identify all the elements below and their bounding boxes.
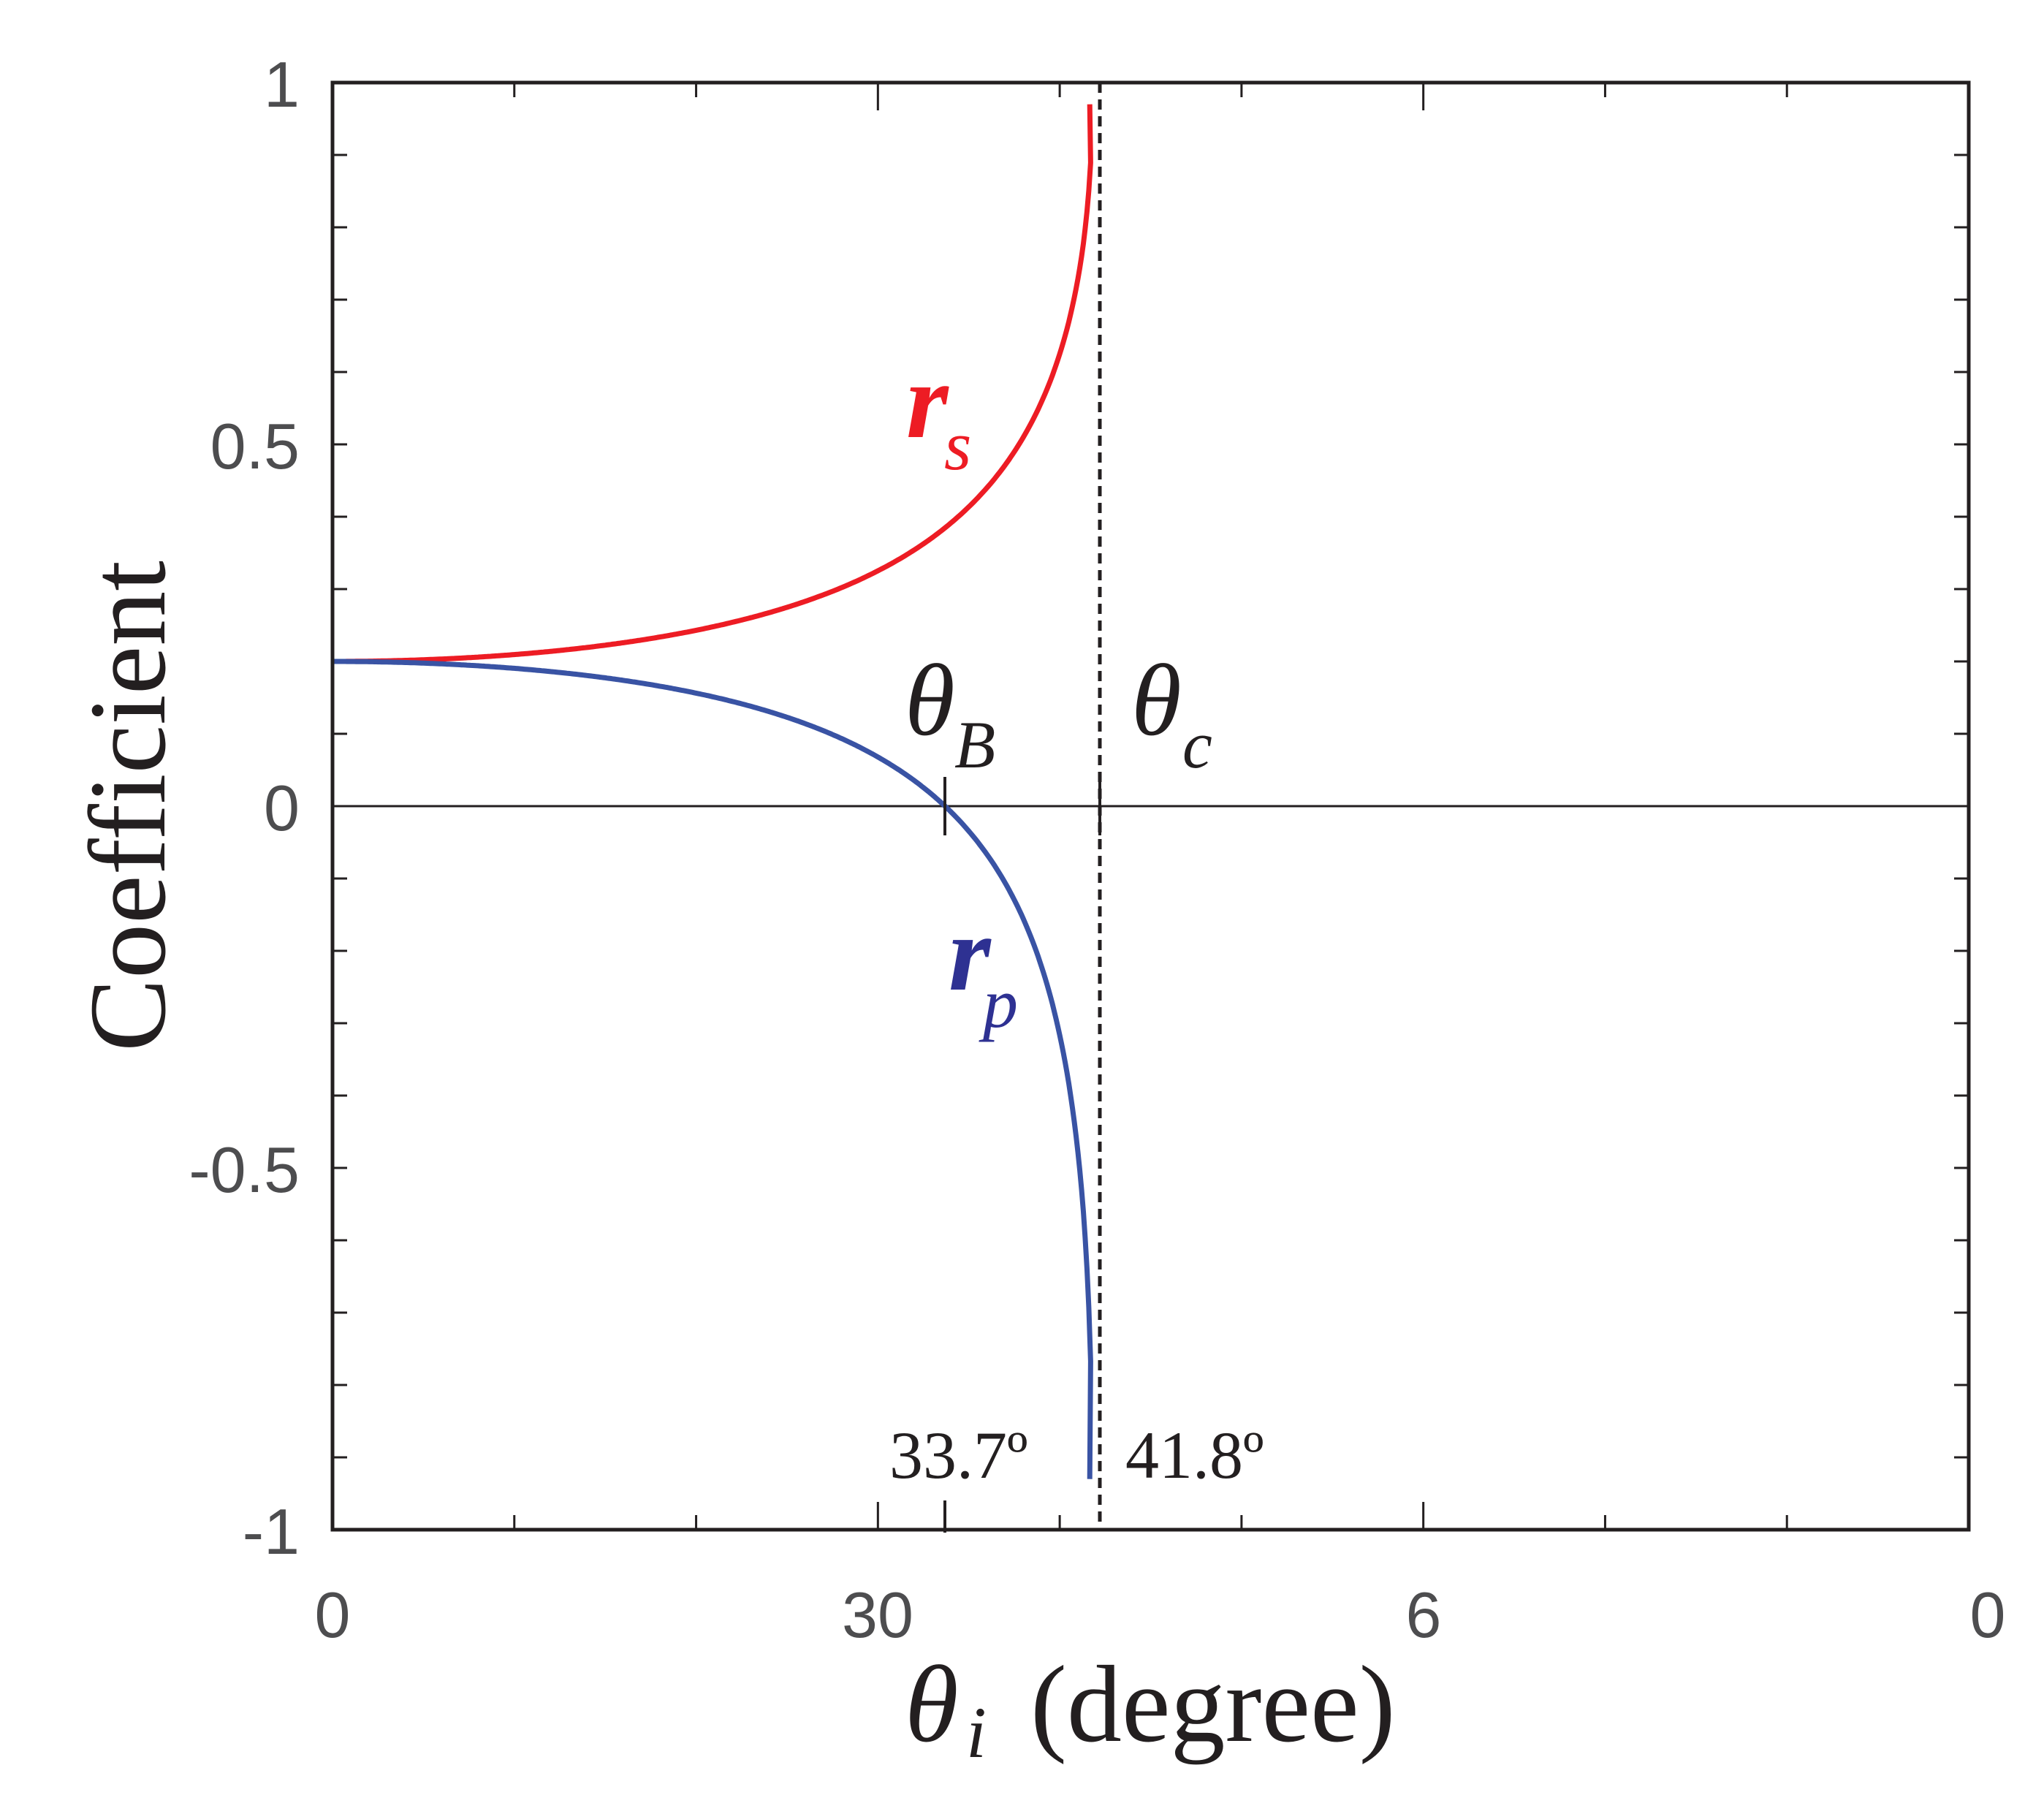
rp-label-main: r — [949, 894, 992, 1014]
rs-label-sub: s — [944, 406, 971, 485]
x-tick-label: 30 — [842, 1579, 913, 1651]
rp-curve — [333, 659, 1093, 1479]
brewster-angle-label: θ B — [905, 644, 995, 782]
rs-label: r s — [906, 341, 971, 485]
theta-b-main: θ — [905, 644, 955, 757]
theta-b-sub: B — [954, 707, 995, 782]
x-axis-unit: (degree) — [1030, 1644, 1396, 1765]
axes-frame — [330, 80, 1971, 1532]
critical-angle-value: 41.8º — [1125, 1418, 1264, 1492]
rp-label: r p — [949, 894, 1018, 1042]
x-tick-label: 0 — [1970, 1579, 2006, 1651]
x-axis-theta: θ — [905, 1644, 959, 1765]
x-axis-subscript: i — [966, 1692, 987, 1773]
theta-c-main: θ — [1131, 644, 1182, 757]
y-tick-label: 0 — [264, 772, 300, 844]
brewster-angle-value: 33.7º — [889, 1418, 1028, 1492]
critical-angle-label: θ c — [1131, 644, 1212, 782]
x-tick-label: 0 — [315, 1579, 351, 1651]
rs-curve — [333, 104, 1093, 664]
y-axis-title: Coefficient — [67, 561, 189, 1052]
y-tick-label: -1 — [243, 1495, 300, 1568]
y-tick-label: -0.5 — [189, 1134, 300, 1206]
rs-label-main: r — [906, 341, 949, 461]
y-tick-label: 1 — [264, 48, 300, 121]
theta-c-sub: c — [1182, 707, 1212, 782]
x-axis-title: θ i (degree) — [905, 1644, 1396, 1773]
rp-label-sub: p — [979, 964, 1018, 1042]
x-tick-label: 6 — [1406, 1579, 1442, 1651]
y-tick-label: 0.5 — [210, 410, 300, 482]
